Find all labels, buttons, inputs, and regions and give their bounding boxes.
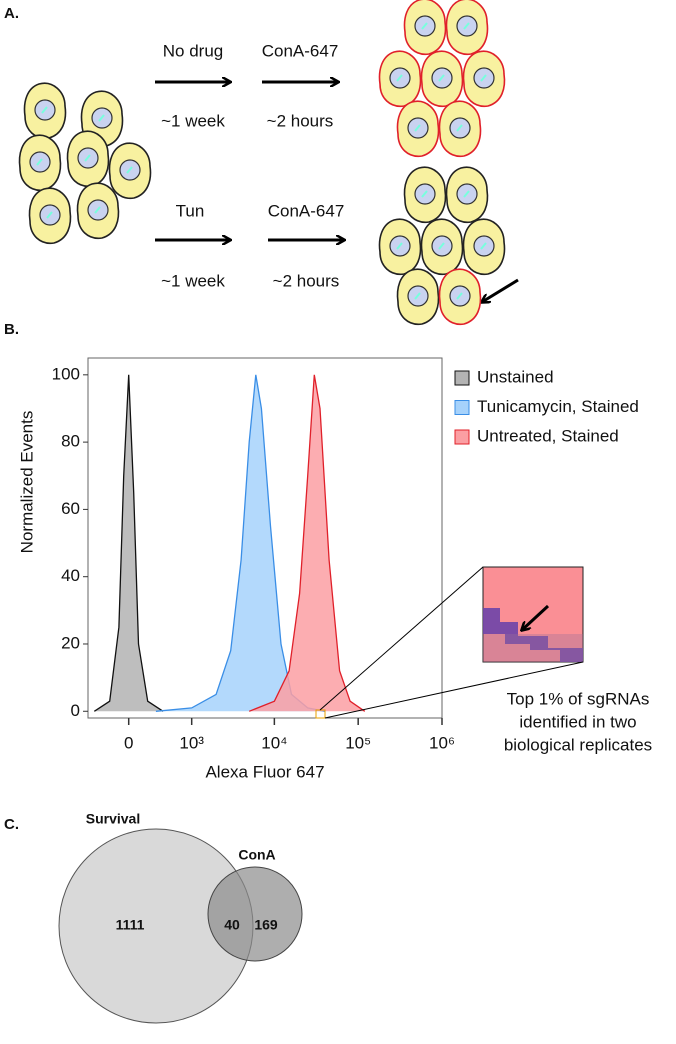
y-tick-label: 40 (61, 566, 80, 585)
cell (108, 142, 152, 200)
panel-label: A. (4, 5, 19, 22)
sgrna (36, 158, 43, 166)
sgrna (41, 106, 48, 114)
step-label: ConA-647 (268, 201, 345, 220)
density-line (93, 374, 164, 712)
annotation: Top 1% of sgRNAs (507, 689, 650, 708)
x-tick-label: 10⁴ (261, 733, 287, 752)
set-count: 1111 (116, 917, 145, 933)
x-tick-label: 10³ (179, 733, 204, 752)
zoom-line (319, 566, 484, 711)
x-tick-label: 0 (124, 733, 133, 752)
cell (396, 268, 440, 326)
cell (23, 82, 67, 140)
time-label: ~2 hours (273, 271, 340, 290)
cell (420, 50, 464, 108)
time-label: ~1 week (161, 271, 225, 290)
cell (420, 218, 464, 276)
legend-label: Untreated, Stained (477, 426, 619, 445)
sgrna (480, 74, 487, 82)
sgrna (421, 22, 428, 30)
sgrna (456, 292, 463, 300)
cell (438, 100, 482, 158)
inset-band (483, 608, 583, 662)
cell (445, 166, 489, 224)
time-label: ~2 hours (267, 111, 334, 130)
x-tick-label: 10⁶ (429, 733, 455, 752)
sgrna (414, 124, 421, 132)
sgrna (463, 190, 470, 198)
time-label: ~1 week (161, 111, 225, 130)
step-label: Tun (176, 201, 205, 220)
sgrna (126, 166, 133, 174)
cell (378, 218, 422, 276)
venn-circle (207, 866, 303, 962)
inset-overlap (483, 634, 583, 662)
y-tick-label: 0 (71, 701, 80, 720)
cell (403, 0, 447, 56)
legend-label: Unstained (477, 367, 554, 386)
y-tick-label: 100 (52, 364, 80, 383)
panel-label: C. (4, 816, 19, 833)
sgrna (463, 22, 470, 30)
cell (28, 187, 72, 245)
cell (76, 182, 120, 240)
step-label: No drug (163, 41, 223, 60)
plot: 0 20 40 60 80 100 0 10³ 10⁴ 10⁵ 10⁶ (52, 357, 455, 752)
pointer-arrow (482, 278, 519, 302)
sgrna (421, 190, 428, 198)
cell (18, 134, 62, 192)
cell (462, 218, 506, 276)
y-tick-label: 60 (61, 499, 80, 518)
sgrna (98, 114, 105, 122)
sgrna (414, 292, 421, 300)
cell (462, 50, 506, 108)
sgrna (84, 154, 91, 162)
y-tick-label: 20 (61, 633, 80, 652)
y-tick-label: 80 (61, 432, 80, 451)
cell (445, 0, 489, 56)
density-area (249, 374, 365, 712)
legend-swatch (454, 370, 470, 386)
set-label: ConA (238, 847, 275, 863)
inset-arrow (522, 604, 550, 630)
sgrna (438, 74, 445, 82)
cell (438, 268, 482, 326)
sgrna (94, 206, 101, 214)
sgrna (396, 74, 403, 82)
cell (396, 100, 440, 158)
set-count: 169 (254, 917, 278, 933)
panel-label: B. (4, 321, 19, 338)
set-label: Survival (86, 811, 140, 827)
legend-swatch (454, 429, 470, 445)
x-axis-label: Alexa Fluor 647 (205, 762, 324, 781)
annotation: biological replicates (504, 735, 652, 754)
cell (403, 166, 447, 224)
density-area (94, 374, 164, 712)
cell (66, 130, 110, 188)
legend-label: Tunicamycin, Stained (477, 397, 639, 416)
step-label: ConA-647 (262, 41, 339, 60)
cell (378, 50, 422, 108)
sgrna (46, 211, 53, 219)
sgrna (438, 242, 445, 250)
x-tick-label: 10⁵ (345, 733, 371, 752)
density-line (248, 374, 366, 712)
zoom-line (324, 661, 584, 719)
density-area (155, 374, 325, 712)
sgrna (480, 242, 487, 250)
overlap-count: 40 (224, 917, 240, 933)
annotation: identified in two (519, 712, 636, 731)
sgrna (456, 124, 463, 132)
y-axis-label: Normalized Events (17, 411, 36, 554)
sgrna (396, 242, 403, 250)
cells (18, 0, 506, 326)
legend-swatch (454, 400, 470, 415)
